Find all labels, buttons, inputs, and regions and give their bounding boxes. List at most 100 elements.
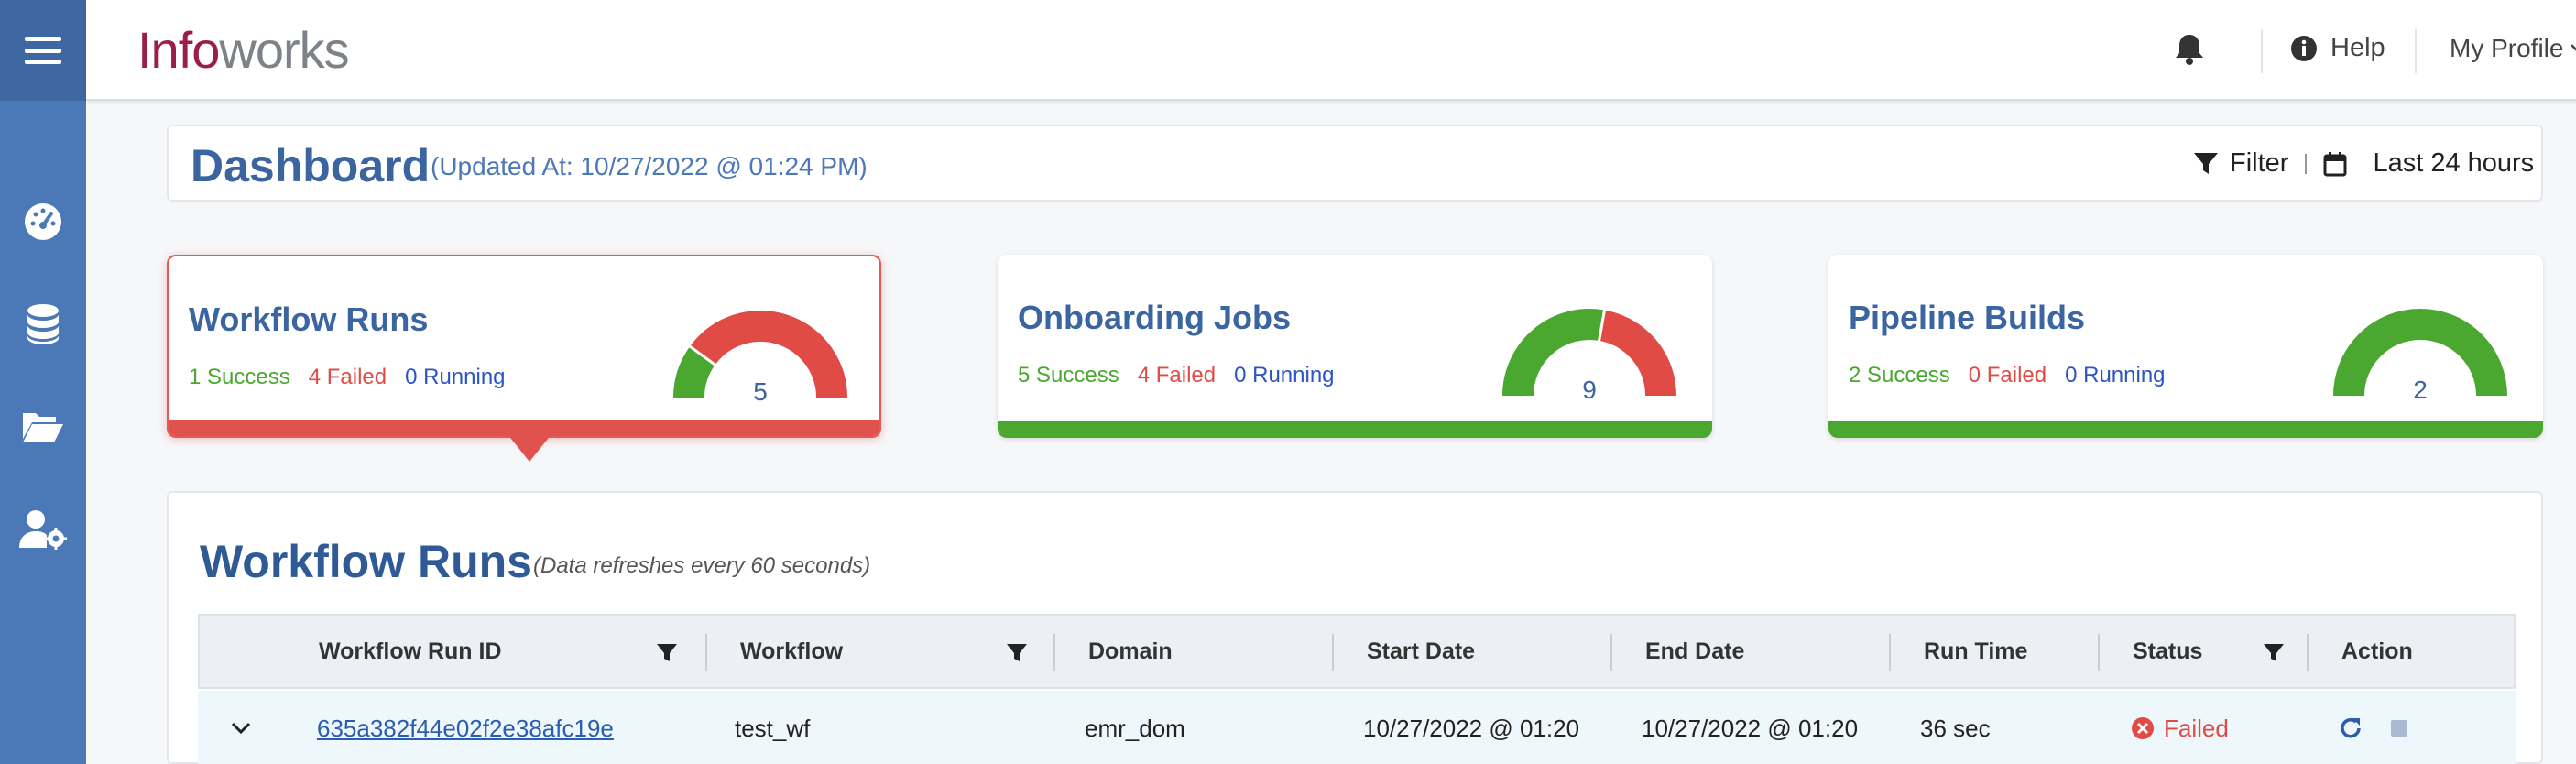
dashboard-header: Dashboard (Updated At: 10/27/2022 @ 01:2…: [167, 125, 2543, 202]
column-divider: [2307, 634, 2309, 671]
card-stats: 2 Success 0 Failed 0 Running: [1849, 363, 2166, 388]
column-header-domain[interactable]: Domain: [1088, 638, 1173, 664]
gauge-total: 5: [753, 377, 768, 406]
folder-open-icon[interactable]: [16, 399, 71, 454]
sidebar: [0, 0, 86, 764]
column-divider: [1889, 634, 1891, 671]
start-date-cell: 10/27/2022 @ 01:20: [1363, 714, 1580, 742]
card-status-bar: [1828, 421, 2543, 438]
card-status-bar: [998, 421, 1712, 438]
info-icon: [2291, 35, 2317, 61]
column-header-action: Action: [2341, 638, 2413, 664]
filter-icon[interactable]: [656, 643, 678, 663]
column-header-status[interactable]: Status: [2133, 638, 2203, 664]
time-range-selector[interactable]: Last 24 hours: [2373, 148, 2535, 178]
column-divider: [1610, 634, 1612, 671]
chevron-down-icon: [231, 722, 251, 735]
domain-cell: emr_dom: [1085, 714, 1185, 742]
status-label: Failed: [2164, 714, 2229, 742]
card-status-bar: [169, 420, 879, 436]
column-header-workflow[interactable]: Workflow: [740, 638, 844, 664]
top-bar: Infoworks Help My Profile: [86, 0, 2576, 101]
gauge-failed-arc: [1598, 310, 1676, 397]
topbar-divider: [2415, 29, 2417, 73]
database-icon[interactable]: [16, 297, 71, 352]
run-id-cell: 635a382f44e02f2e38afc19e: [317, 691, 614, 764]
hamburger-icon: [25, 37, 61, 64]
gauge-failed-arc: [690, 311, 847, 398]
running-count: 0 Running: [2065, 363, 2166, 387]
column-divider: [1053, 634, 1055, 671]
gauge-separator: [688, 344, 717, 366]
failed-count: 4 Failed: [1137, 363, 1217, 387]
success-count: 1 Success: [189, 365, 290, 389]
table-header: Workflow Run ID Workflow Domain Start Da…: [198, 614, 2516, 689]
menu-toggle-button[interactable]: [0, 0, 86, 101]
gauge-separator: [1597, 309, 1607, 343]
workflow-cell: test_wf: [735, 714, 811, 742]
my-profile-menu[interactable]: My Profile: [2450, 34, 2576, 63]
card-title: Pipeline Builds: [1849, 299, 2086, 336]
action-cell: [2338, 691, 2409, 764]
dashboard-gauge-icon[interactable]: [16, 194, 71, 249]
active-card-pointer: [508, 434, 551, 462]
card-title: Workflow Runs: [189, 300, 429, 338]
status-gauge: [1502, 309, 1676, 397]
refresh-note: (Data refreshes every 60 seconds): [533, 553, 871, 578]
run-time-cell: 36 sec: [1920, 714, 1991, 742]
onboarding-jobs-card[interactable]: Onboarding Jobs 5 Success 4 Failed 0 Run…: [998, 255, 1712, 438]
calendar-icon[interactable]: [2323, 151, 2347, 177]
help-label: Help: [2330, 33, 2385, 62]
table-row[interactable]: 635a382f44e02f2e38afc19e test_wf emr_dom…: [198, 691, 2516, 764]
card-stats: 1 Success 4 Failed 0 Running: [189, 365, 506, 390]
filter-button[interactable]: Filter: [2230, 148, 2289, 178]
status-gauge: [2333, 309, 2507, 397]
bell-icon[interactable]: [2175, 33, 2210, 70]
profile-label: My Profile: [2450, 34, 2564, 62]
run-id-link[interactable]: 635a382f44e02f2e38afc19e: [317, 714, 614, 742]
running-count: 0 Running: [405, 365, 506, 389]
filter-icon[interactable]: [2263, 643, 2285, 663]
success-count: 5 Success: [1018, 363, 1119, 387]
page-title: Dashboard: [191, 140, 431, 191]
column-divider: [705, 634, 707, 671]
panel-title: Workflow Runs: [200, 536, 532, 587]
gauge-success-arc: [2333, 309, 2507, 397]
topbar-divider: [2261, 29, 2263, 73]
filter-divider: [2305, 153, 2308, 174]
filter-icon[interactable]: [2193, 152, 2219, 176]
column-header-run-id[interactable]: Workflow Run ID: [319, 638, 502, 664]
failed-count: 4 Failed: [308, 365, 387, 389]
workflow-runs-card[interactable]: Workflow Runs 1 Success 4 Failed 0 Runni…: [167, 255, 881, 438]
gauge-total: 2: [2413, 376, 2428, 404]
failed-count: 0 Failed: [1968, 363, 2047, 387]
infoworks-logo[interactable]: Infoworks: [137, 21, 350, 79]
column-header-end-date[interactable]: End Date: [1645, 638, 1745, 664]
chevron-down-icon: [2571, 44, 2576, 51]
success-count: 2 Success: [1849, 363, 1950, 387]
filter-control: Filter Last 24 hours: [2193, 148, 2534, 179]
status-cell: Failed: [2131, 691, 2229, 764]
column-header-start-date[interactable]: Start Date: [1367, 638, 1476, 664]
workflow-runs-panel: Workflow Runs (Data refreshes every 60 s…: [167, 491, 2543, 764]
failed-status-icon: [2132, 717, 2154, 739]
end-date-cell: 10/27/2022 @ 01:20: [1642, 714, 1859, 742]
gauge-total: 9: [1582, 376, 1597, 404]
stop-icon[interactable]: [2389, 718, 2409, 738]
gauge-success-arc: [673, 346, 716, 398]
restart-icon[interactable]: [2338, 715, 2363, 741]
pipeline-builds-card[interactable]: Pipeline Builds 2 Success 0 Failed 0 Run…: [1828, 255, 2543, 438]
user-settings-icon[interactable]: [16, 502, 71, 557]
status-gauge: [673, 311, 847, 398]
gauge-success-arc: [1502, 309, 1605, 397]
expand-row-button[interactable]: [231, 691, 251, 764]
filter-icon[interactable]: [1006, 643, 1028, 663]
updated-at-text: (Updated At: 10/27/2022 @ 01:24 PM): [431, 152, 868, 180]
column-divider: [2098, 634, 2100, 671]
column-header-run-time[interactable]: Run Time: [1924, 638, 2028, 664]
running-count: 0 Running: [1234, 363, 1335, 387]
column-divider: [1332, 634, 1334, 671]
help-link[interactable]: Help: [2290, 33, 2385, 63]
card-title: Onboarding Jobs: [1018, 299, 1292, 336]
card-stats: 5 Success 4 Failed 0 Running: [1018, 363, 1335, 388]
